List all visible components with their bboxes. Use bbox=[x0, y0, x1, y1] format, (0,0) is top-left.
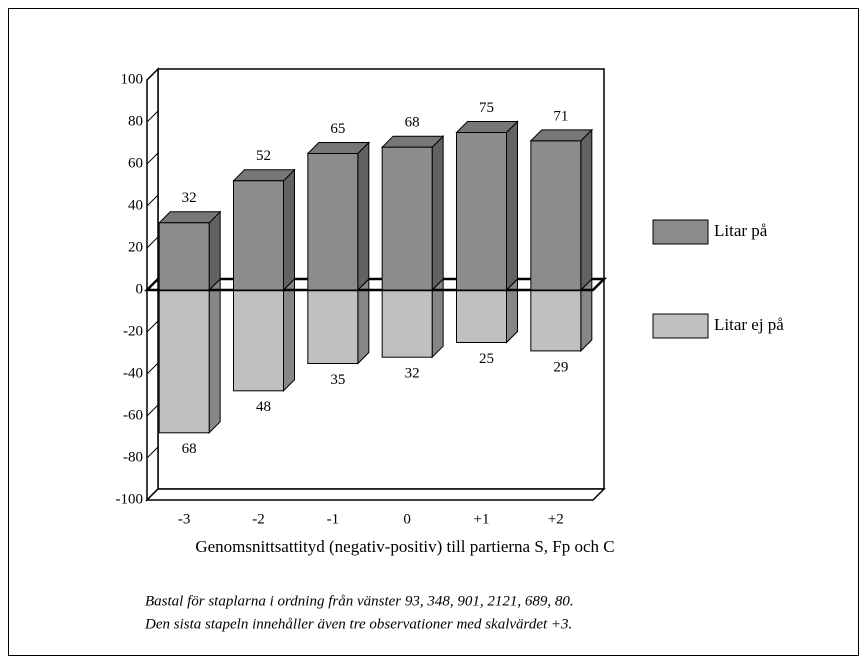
bar bbox=[307, 289, 359, 364]
tick-mark bbox=[146, 320, 159, 333]
bar bbox=[307, 153, 359, 291]
tick-mark bbox=[146, 488, 159, 501]
legend-label: Litar ej på bbox=[714, 315, 784, 334]
y-tick-label: 0 bbox=[136, 281, 144, 297]
x-tick-label: -1 bbox=[327, 511, 340, 527]
x-tick-label: -3 bbox=[178, 511, 191, 527]
bar-side bbox=[208, 210, 221, 292]
data-label: 48 bbox=[256, 399, 271, 415]
tick-mark bbox=[146, 446, 159, 459]
x-tick-label: +1 bbox=[474, 511, 490, 527]
data-label: 52 bbox=[256, 148, 271, 164]
bar bbox=[530, 140, 582, 291]
tick-mark bbox=[146, 194, 159, 207]
bar-side bbox=[208, 277, 221, 435]
bar-side bbox=[506, 120, 518, 292]
x-axis-label: Genomsnittsattityd (negativ-positiv) til… bbox=[195, 537, 614, 556]
bar bbox=[381, 289, 433, 358]
tick-mark bbox=[146, 404, 159, 417]
y-tick-label: -60 bbox=[123, 407, 143, 423]
note: Den sista stapeln innehåller även tre ob… bbox=[144, 616, 572, 632]
bar-side bbox=[283, 277, 295, 393]
data-label: 68 bbox=[182, 441, 197, 457]
bar-top bbox=[529, 129, 594, 142]
bar-side bbox=[357, 277, 370, 365]
legend-label: Litar på bbox=[714, 221, 768, 240]
tick-mark bbox=[146, 110, 159, 123]
bar-top bbox=[232, 169, 296, 182]
data-label: 68 bbox=[405, 115, 420, 131]
bar-side bbox=[431, 134, 444, 292]
bar bbox=[158, 289, 210, 434]
bar bbox=[233, 289, 284, 392]
y-tick-label: 100 bbox=[121, 71, 144, 87]
data-label: 65 bbox=[330, 121, 345, 137]
bar bbox=[158, 222, 210, 291]
y-tick-label: -80 bbox=[123, 449, 143, 465]
bar bbox=[456, 289, 507, 343]
data-label: 29 bbox=[553, 359, 568, 375]
y-tick-label: -20 bbox=[123, 323, 143, 339]
y-tick-label: -40 bbox=[123, 365, 143, 381]
y-tick-label: 20 bbox=[128, 239, 143, 255]
data-label: 75 bbox=[479, 100, 494, 116]
bar-top bbox=[157, 211, 222, 224]
y-tick-label: -100 bbox=[116, 491, 144, 507]
bar bbox=[381, 146, 433, 291]
tick-mark bbox=[146, 68, 159, 81]
bar-top bbox=[380, 135, 445, 148]
note: Bastal för staplarna i ordning från väns… bbox=[145, 593, 574, 609]
bar-top bbox=[455, 121, 519, 133]
bar-side bbox=[283, 168, 295, 292]
floor bbox=[145, 488, 606, 501]
legend-swatch bbox=[652, 219, 709, 245]
tick-mark bbox=[146, 362, 159, 375]
data-label: 25 bbox=[479, 351, 494, 367]
x-tick-label: +2 bbox=[548, 511, 564, 527]
x-tick-label: -2 bbox=[252, 511, 265, 527]
bar bbox=[530, 289, 582, 352]
bar-side bbox=[357, 141, 370, 292]
zero-plane bbox=[143, 277, 608, 292]
y-tick-label: 60 bbox=[128, 155, 143, 171]
tick-mark bbox=[146, 152, 159, 165]
x-tick-label: 0 bbox=[403, 511, 411, 527]
data-label: 71 bbox=[553, 108, 568, 124]
data-label: 35 bbox=[330, 372, 345, 388]
y-tick-label: 40 bbox=[128, 197, 143, 213]
bar bbox=[233, 180, 284, 291]
tick-mark bbox=[146, 236, 159, 249]
y-tick-label: 80 bbox=[128, 113, 143, 129]
bar bbox=[456, 132, 507, 291]
bar-top bbox=[306, 142, 371, 154]
data-label: 32 bbox=[405, 366, 420, 382]
bar-side bbox=[580, 128, 593, 292]
legend-swatch bbox=[652, 313, 709, 339]
data-label: 32 bbox=[182, 190, 197, 206]
